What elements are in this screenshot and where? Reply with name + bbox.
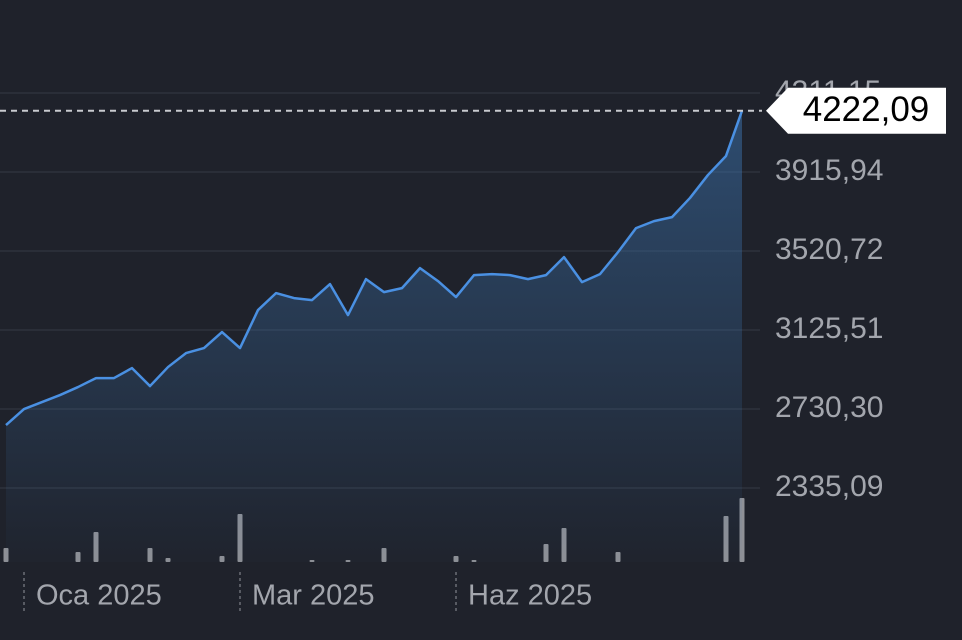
y-tick-label: 3520,72 [775, 233, 883, 266]
x-tick-label: Mar 2025 [252, 580, 375, 612]
y-tick-label: 2730,30 [775, 391, 883, 424]
x-tick-label: Haz 2025 [468, 580, 592, 612]
price-line [5, 110, 744, 426]
y-tick-label: 2335,09 [775, 470, 883, 503]
y-tick-label: 3915,94 [775, 154, 883, 187]
y-tick-label: 3125,51 [775, 312, 883, 345]
x-tick-label: Oca 2025 [36, 580, 162, 612]
last-price-label: 4222,09 [803, 90, 930, 129]
last-price-tag [766, 87, 946, 134]
area [6, 110, 742, 562]
